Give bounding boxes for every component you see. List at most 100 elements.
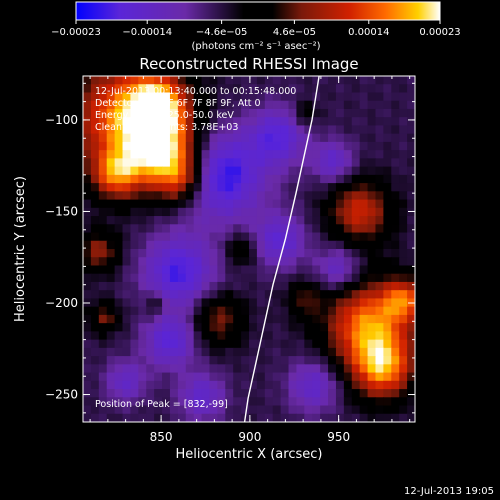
heatmap-cell [209, 397, 218, 407]
heatmap-cell [359, 306, 369, 316]
heatmap-cell [83, 183, 92, 192]
heatmap-cell [383, 298, 392, 308]
heatmap-cell [399, 380, 408, 390]
heatmap-cell [146, 183, 155, 192]
heatmap-cell [288, 84, 298, 94]
heatmap-cell [83, 76, 92, 85]
heatmap-cell [343, 265, 353, 275]
heatmap-cell [162, 166, 171, 176]
heatmap-cell [201, 133, 211, 143]
heatmap-cell [375, 199, 384, 209]
heatmap-cell [209, 108, 218, 118]
heatmap-cell [177, 117, 187, 127]
heatmap-cell [367, 224, 377, 234]
heatmap-cell [217, 174, 226, 184]
heatmap-cell [335, 199, 345, 209]
heatmap-cell [383, 216, 392, 225]
heatmap-cell [256, 265, 266, 275]
heatmap-cell [106, 216, 116, 225]
heatmap-cell [391, 273, 400, 283]
heatmap-cell [256, 389, 266, 398]
heatmap-cell [90, 199, 100, 209]
heatmap-cell [233, 356, 242, 365]
heatmap-cell [83, 372, 92, 382]
heatmap-cell [209, 281, 218, 291]
heatmap-cell [201, 323, 211, 332]
heatmap-cell [391, 141, 400, 151]
heatmap-cell [185, 232, 195, 242]
heatmap-cell [130, 290, 139, 300]
heatmap-cell [83, 273, 92, 283]
colorbar-tick-label: −0.00014 [122, 27, 172, 38]
heatmap-cell [296, 314, 305, 324]
heatmap-cell [375, 158, 384, 168]
heatmap-cell [154, 257, 163, 267]
heatmap-cell [169, 100, 179, 110]
heatmap-cell [162, 158, 171, 168]
heatmap-cell [98, 405, 108, 415]
heatmap-cell [162, 405, 171, 415]
heatmap-cell [162, 323, 171, 332]
heatmap-cell [343, 183, 353, 192]
heatmap-cell [264, 257, 274, 267]
heatmap-cell [280, 150, 290, 159]
heatmap-cell [264, 141, 274, 151]
heatmap-cell [90, 273, 100, 283]
heatmap-cell [351, 216, 361, 225]
heatmap-cell [383, 166, 392, 176]
heatmap-cell [288, 92, 298, 102]
heatmap-cell [241, 389, 250, 398]
heatmap-cell [304, 298, 313, 308]
heatmap-cell [217, 339, 226, 349]
heatmap-cell [217, 117, 226, 127]
heatmap-cell [177, 372, 187, 382]
heatmap-cell [359, 183, 369, 192]
heatmap-cell [375, 339, 384, 349]
heatmap-cell [90, 174, 100, 184]
heatmap-cell [399, 166, 408, 176]
heatmap-cell [114, 306, 124, 316]
heatmap-cell [367, 331, 377, 341]
heatmap-cell [256, 216, 266, 225]
heatmap-cell [312, 389, 321, 398]
heatmap-cell [217, 141, 226, 151]
heatmap-cell [122, 158, 132, 168]
heatmap-cell [225, 240, 234, 250]
heatmap-cell [193, 117, 203, 127]
heatmap-cell [185, 240, 195, 250]
heatmap-cell [264, 364, 274, 374]
heatmap-cell [98, 347, 108, 357]
heatmap-cell [177, 364, 187, 374]
heatmap-cell [256, 141, 266, 151]
heatmap-cell [154, 191, 163, 201]
heatmap-cell [375, 117, 384, 127]
heatmap-cell [383, 224, 392, 234]
heatmap-cell [304, 249, 313, 258]
heatmap-cell [383, 76, 392, 85]
heatmap-cell [335, 290, 345, 300]
heatmap-cell [201, 150, 211, 159]
heatmap-cell [280, 174, 290, 184]
heatmap-cell [98, 323, 108, 332]
heatmap-cell [328, 298, 337, 308]
heatmap-cell [185, 273, 195, 283]
heatmap-cell [367, 133, 377, 143]
heatmap-cell [146, 356, 155, 365]
heatmap-cell [407, 273, 415, 283]
heatmap-cell [177, 133, 187, 143]
heatmap-cell [367, 150, 377, 159]
heatmap-cell [106, 339, 116, 349]
heatmap-cell [312, 216, 321, 225]
heatmap-cell [296, 108, 305, 118]
heatmap-cell [367, 191, 377, 201]
heatmap-cell [399, 323, 408, 332]
heatmap-cell [233, 281, 242, 291]
heatmap-cell [209, 216, 218, 225]
heatmap-cell [320, 413, 329, 422]
heatmap-cell [138, 199, 147, 209]
heatmap-cell [249, 174, 258, 184]
heatmap-cell [256, 133, 266, 143]
heatmap-cell [399, 405, 408, 415]
heatmap-cell [320, 257, 329, 267]
heatmap-cell [288, 339, 298, 349]
